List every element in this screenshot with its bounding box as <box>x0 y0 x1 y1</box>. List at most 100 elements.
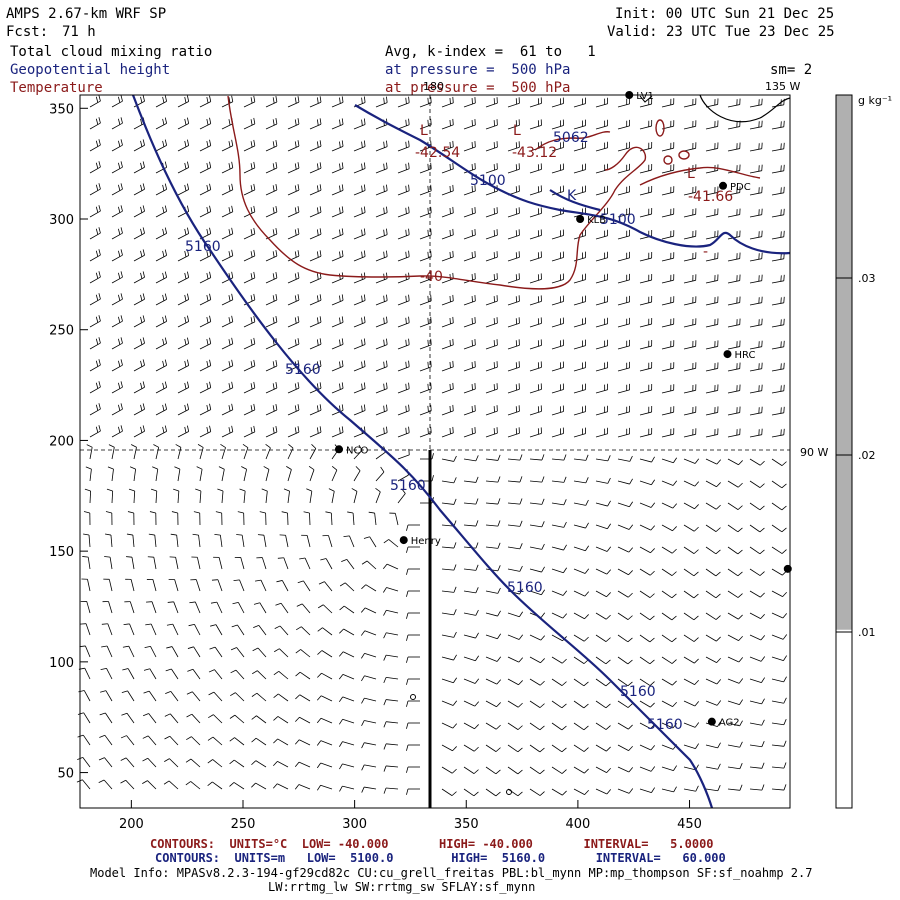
wind-barb <box>339 785 355 792</box>
wind-barb-feather <box>140 96 143 103</box>
wind-barb <box>463 339 476 350</box>
wind-barb-feather <box>253 249 256 256</box>
wind-barb-feather <box>496 679 502 685</box>
wind-barb-shaft <box>353 432 366 438</box>
wind-barb-shaft <box>683 700 696 707</box>
wind-barb-feather <box>341 118 344 125</box>
wind-barb <box>375 466 385 482</box>
wind-barb <box>771 318 785 328</box>
wind-barb-shaft <box>485 410 498 416</box>
small-marker <box>410 694 416 700</box>
wind-barb-shaft <box>309 255 322 262</box>
wind-barb-feather <box>164 139 167 146</box>
wind-barb <box>749 612 765 619</box>
wind-barb <box>406 678 420 685</box>
wind-barb <box>639 546 655 554</box>
wind-barb <box>661 98 675 108</box>
wind-barb <box>705 142 719 152</box>
wind-barb <box>639 787 656 793</box>
wind-barb-feather <box>761 698 765 705</box>
wind-barb-feather <box>738 678 744 684</box>
wind-barb-shaft <box>277 783 289 790</box>
wind-barb-shaft <box>551 235 564 240</box>
wind-barb-shaft <box>265 431 278 438</box>
wind-barb-shaft <box>309 277 322 284</box>
wind-barb <box>133 403 145 416</box>
wind-barb-feather <box>162 140 165 147</box>
wind-barb-shaft <box>749 148 762 152</box>
wind-barb-shaft <box>507 168 520 174</box>
wind-barb-feather <box>386 294 388 301</box>
wind-barb-feather <box>142 249 145 256</box>
wind-barb-shaft <box>771 634 784 640</box>
wind-barb <box>441 338 454 350</box>
wind-barb <box>617 590 633 598</box>
wind-barb <box>406 634 420 641</box>
wind-barb-shaft <box>507 678 519 686</box>
y-tick-label: 150 <box>49 545 74 560</box>
wind-barb <box>463 141 476 152</box>
wind-barb-shaft <box>172 623 179 636</box>
wind-barb-shaft <box>331 431 344 438</box>
wind-barb <box>406 524 420 531</box>
wind-barb <box>617 427 631 438</box>
wind-barb-shaft <box>277 716 289 724</box>
wind-barb-shaft <box>397 212 410 218</box>
wind-barb-feather <box>316 119 319 126</box>
wind-barb-shaft <box>89 210 101 218</box>
wind-barb-feather <box>164 271 167 278</box>
wind-barb-shaft <box>617 323 630 328</box>
field-geopotential-label: Geopotential height <box>10 62 171 78</box>
wind-barb-feather <box>383 207 385 214</box>
wind-barb-feather <box>606 767 611 773</box>
wind-barb-shaft <box>83 690 91 702</box>
wind-barb-feather <box>453 609 457 615</box>
wind-barb-shaft <box>386 721 399 724</box>
wind-barb-feather <box>737 593 743 598</box>
wind-barb-shaft <box>507 766 519 775</box>
geo-contour-5100 <box>354 104 791 255</box>
wind-barb-feather <box>162 338 165 345</box>
wind-barb-shaft <box>364 652 377 658</box>
wind-barb-feather <box>162 206 165 213</box>
wind-barb <box>105 511 113 526</box>
wind-barb-shaft <box>683 524 695 532</box>
wind-barb-shaft <box>221 387 233 394</box>
wind-barb <box>683 785 699 792</box>
wind-barb <box>441 677 458 684</box>
wind-barb-feather <box>363 426 366 433</box>
wind-barb-feather <box>272 273 275 280</box>
wind-barb-feather <box>629 478 633 485</box>
wind-barb-shaft <box>573 502 586 506</box>
wind-barb <box>727 590 743 598</box>
temp-contour-main <box>227 95 647 290</box>
wind-barb <box>639 296 653 306</box>
wind-barb-shaft <box>147 780 157 790</box>
wind-barb <box>529 339 542 350</box>
wind-barb-feather <box>98 337 101 344</box>
wind-barb-shaft <box>171 668 179 680</box>
wind-barb-shaft <box>177 255 189 262</box>
wind-barb-feather <box>497 610 501 617</box>
wind-barb-shaft <box>463 168 476 174</box>
temp-closed-contour <box>663 155 673 165</box>
wind-barb <box>155 183 167 196</box>
wind-barb <box>306 488 313 504</box>
wind-barb-shaft <box>441 410 454 416</box>
wind-barb-shaft <box>595 345 608 350</box>
wind-barb-feather <box>98 161 101 168</box>
wind-barb-feather <box>495 769 501 775</box>
wind-barb-feather <box>98 205 101 212</box>
wind-barb-shaft <box>507 366 520 372</box>
wind-barb-shaft <box>639 433 652 438</box>
wind-barb-shaft <box>661 788 674 793</box>
wind-barb-shaft <box>441 788 453 796</box>
wind-barb-shaft <box>287 299 300 306</box>
wind-barb <box>331 294 344 306</box>
wind-barb-shaft <box>133 144 145 152</box>
wind-barb-feather <box>95 360 99 367</box>
wind-barb-shaft <box>155 189 167 196</box>
wind-barb-shaft <box>309 189 322 196</box>
station-klb-marker <box>576 215 585 223</box>
wind-barb-feather <box>430 96 432 103</box>
